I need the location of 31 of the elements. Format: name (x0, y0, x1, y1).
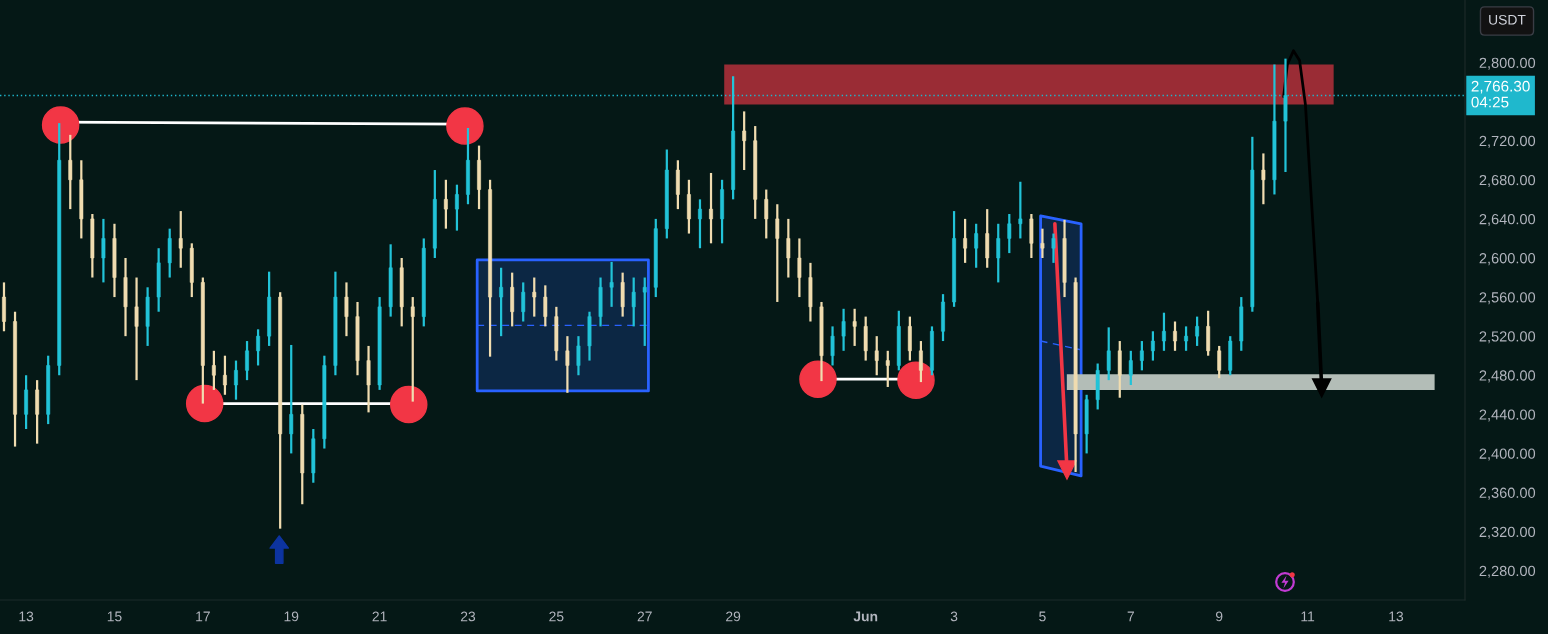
y-tick-label: 2,360.00 (1479, 487, 1536, 500)
y-tick-label: 2,440.00 (1479, 409, 1536, 422)
y-tick-label: 2,600.00 (1479, 253, 1536, 266)
y-tick-label: 2,720.00 (1479, 135, 1536, 148)
ref-line-label: 2,766.30 04:25 (1471, 80, 1530, 108)
y-tick-label: 2,320.00 (1479, 526, 1536, 539)
y-tick-label: 2,680.00 (1479, 174, 1536, 187)
x-tick-label: 29 (726, 611, 741, 622)
x-tick-label: 11 (1301, 611, 1315, 622)
x-tick-label: 9 (1215, 611, 1223, 622)
y-tick-label: 2,520.00 (1479, 331, 1536, 344)
x-tick-label: 27 (637, 611, 652, 622)
x-tick-label: Jun (853, 611, 878, 622)
y-tick-label: 2,400.00 (1479, 448, 1536, 461)
y-axis-title: USDT (1489, 14, 1526, 25)
x-tick-label: 21 (372, 611, 387, 622)
x-tick-label: 23 (460, 611, 476, 622)
y-tick-label: 2,800.00 (1479, 57, 1536, 70)
y-tick-label: 2,640.00 (1479, 213, 1536, 227)
x-tick-label: 5 (1039, 611, 1046, 622)
x-tick-label: 15 (107, 611, 122, 622)
x-tick-label: 13 (1389, 611, 1404, 622)
x-tick-label: 25 (549, 611, 564, 622)
y-tick-label: 2,280.00 (1479, 565, 1536, 578)
y-tick-label: 2,560.00 (1479, 292, 1536, 305)
x-tick-label: 13 (19, 611, 34, 622)
x-tick-label: 17 (196, 611, 210, 622)
x-tick-label: 7 (1127, 611, 1134, 622)
x-tick-label: 3 (950, 611, 958, 622)
y-tick-label: 2,480.00 (1479, 370, 1536, 383)
x-tick-label: 19 (284, 611, 299, 622)
